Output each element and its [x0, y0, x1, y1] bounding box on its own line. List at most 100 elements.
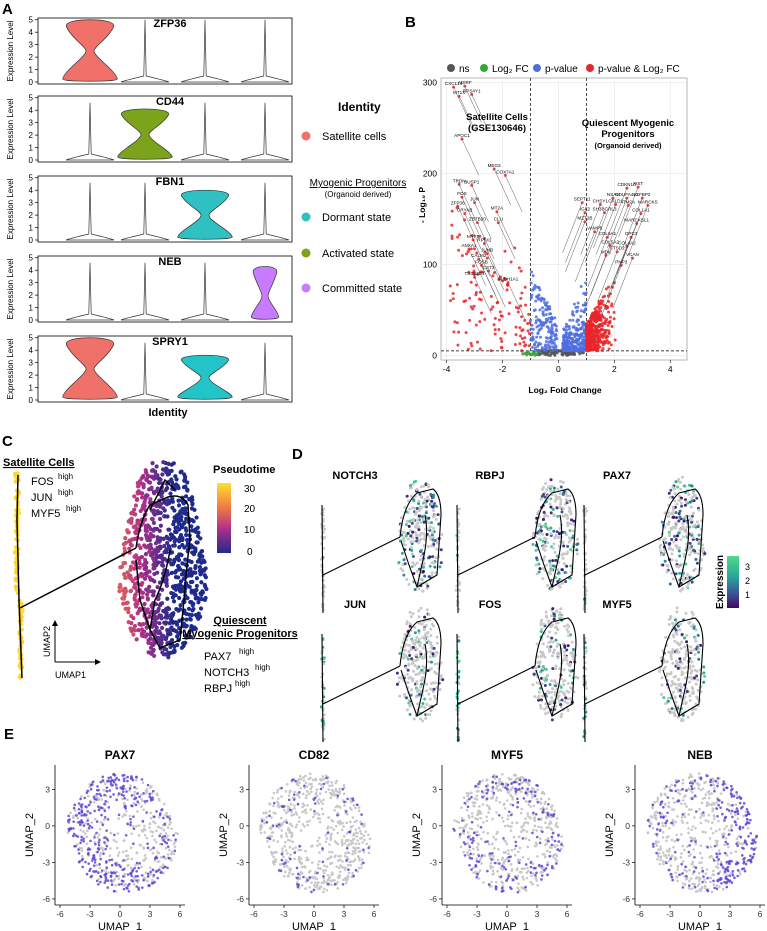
volcano-point-p: [573, 339, 577, 343]
trajectory-mini-cell: [673, 526, 677, 530]
umap-cell-expressing: [100, 813, 103, 817]
umap-cell-expressing: [105, 786, 109, 789]
trajectory-mini-cell: [414, 653, 418, 657]
trajectory-cell-progenitor: [131, 632, 136, 637]
trajectory-cell-progenitor: [192, 507, 197, 512]
trajectory-mini-cell: [561, 540, 565, 544]
trajectory-mini-cell: [531, 683, 535, 687]
volcano-gene-label: MT2A: [491, 206, 504, 211]
umap-cell-expressing: [141, 886, 144, 889]
trajectory-mini-cell: [703, 674, 707, 678]
trajectory-mini-cell: [423, 534, 427, 538]
trajectory-mini-cell: [690, 580, 694, 584]
expression-title: Expression: [715, 555, 726, 609]
trajectory-mini-cell: [422, 671, 426, 675]
trajectory-cell-progenitor: [140, 580, 145, 586]
trajectory-mini-cell: [695, 695, 699, 699]
trajectory-cell-progenitor: [168, 491, 173, 496]
trajectory-cell-progenitor: [185, 480, 190, 485]
volcano-point-p: [545, 308, 549, 312]
volcano-connector: [611, 237, 632, 288]
volcano-point-pfc: [464, 252, 468, 256]
volcano-point-p: [572, 344, 576, 348]
volcano-point-p: [561, 338, 565, 342]
trajectory-mini-cell: [683, 645, 687, 649]
sat-gene-fos: FOS: [31, 476, 54, 488]
trajectory-cell-progenitor: [158, 642, 163, 647]
trajectory-cell-progenitor: [196, 600, 201, 605]
umap-cell-expressing: [97, 843, 101, 847]
trajectory-mini-cell: [683, 503, 687, 507]
volcano-point-p: [548, 328, 552, 332]
trajectory-mini-cell: [567, 540, 571, 544]
volcano-point-pfc: [478, 347, 482, 351]
trajectory-mini-cell: [438, 687, 442, 691]
violin-ytick-label: 5: [29, 94, 34, 103]
trajectory-cell-progenitor: [132, 507, 137, 512]
q-gene-rbpj-sup: high: [235, 679, 250, 688]
trajectory-mini-cell: [689, 649, 693, 653]
expression-colorbar: [727, 556, 739, 608]
umap-cell-expressing: [152, 873, 156, 877]
volcano-connector: [458, 184, 477, 221]
pseudotime-tick-20: 20: [244, 504, 256, 515]
volcano-xtick-label: 2: [612, 364, 617, 374]
umap-cell-expressing: [138, 862, 142, 865]
trajectory-cell-progenitor: [129, 576, 134, 582]
trajectory-cell-progenitor: [165, 628, 170, 633]
trajectory-mini-cell: [684, 500, 688, 504]
trajectory-mini-cell: [669, 615, 673, 619]
volcano-point-p: [529, 281, 533, 285]
trajectory-mini-cell: [411, 536, 415, 540]
umap-cell: [354, 828, 358, 831]
trajectory-mini-cell: [537, 694, 541, 698]
volcano-connector: [618, 187, 639, 238]
volcano-point-pfc: [448, 284, 452, 288]
trajectory-cell-progenitor: [164, 469, 169, 475]
trajectory-mini-cell: [688, 698, 692, 702]
trajectory-mini-cell: [554, 558, 558, 562]
trajectory-mini-cell: [424, 716, 428, 720]
trajectory-mini-cell: [557, 571, 561, 575]
volcano-ytick-label: 300: [423, 78, 437, 88]
trajectory-mini-cell: [697, 657, 701, 661]
trajectory-mini-cell: [417, 508, 421, 512]
umap-cell: [99, 820, 103, 824]
trajectory-mini-cell: [531, 543, 535, 547]
trajectory-cell-progenitor: [181, 485, 187, 490]
trajectory-mini-cell: [405, 494, 409, 498]
trajectory-mini-cell: [413, 664, 417, 668]
umap-cell-expressing: [149, 870, 152, 874]
volcano-point-pfc: [527, 332, 531, 336]
trajectory-mini-cell: [428, 555, 432, 559]
trajectory-mini-cell: [558, 667, 562, 671]
trajectory-cell-progenitor: [157, 528, 162, 533]
umap-cell: [98, 854, 102, 858]
umap-cell-expressing: [104, 847, 107, 851]
volcano-connector: [607, 187, 628, 239]
umap-cell: [140, 805, 143, 808]
trajectory-mini-cell: [415, 534, 419, 538]
trajectory-mini-cell: [555, 530, 559, 534]
trajectory-mini-cell: [415, 506, 419, 510]
trajectory-mini-cell: [681, 522, 685, 526]
panel-label-c: C: [2, 433, 13, 450]
volcano-point-p: [534, 285, 538, 289]
trajectory-mini-cell: [436, 513, 440, 517]
volcano-gene-label: SEPT11: [574, 197, 591, 202]
trajectory-cell-progenitor: [158, 523, 163, 528]
trajectory-mini-cell: [552, 542, 556, 546]
trajectory-mini-cell: [677, 650, 681, 654]
umap-cell: [170, 852, 173, 856]
trajectory-cell-progenitor: [167, 527, 172, 532]
volcano-gene-label: COX7A1: [496, 169, 515, 174]
trajectory-cell-progenitor: [133, 530, 138, 535]
volcano-connector: [471, 94, 489, 131]
volcano-point-pfc: [469, 280, 473, 284]
trajectory-mini-cell: [541, 517, 545, 521]
trajectory-mini-cell: [543, 655, 547, 659]
trajectory-mini-cell: [552, 513, 556, 517]
volcano-point-pfc: [507, 312, 511, 316]
